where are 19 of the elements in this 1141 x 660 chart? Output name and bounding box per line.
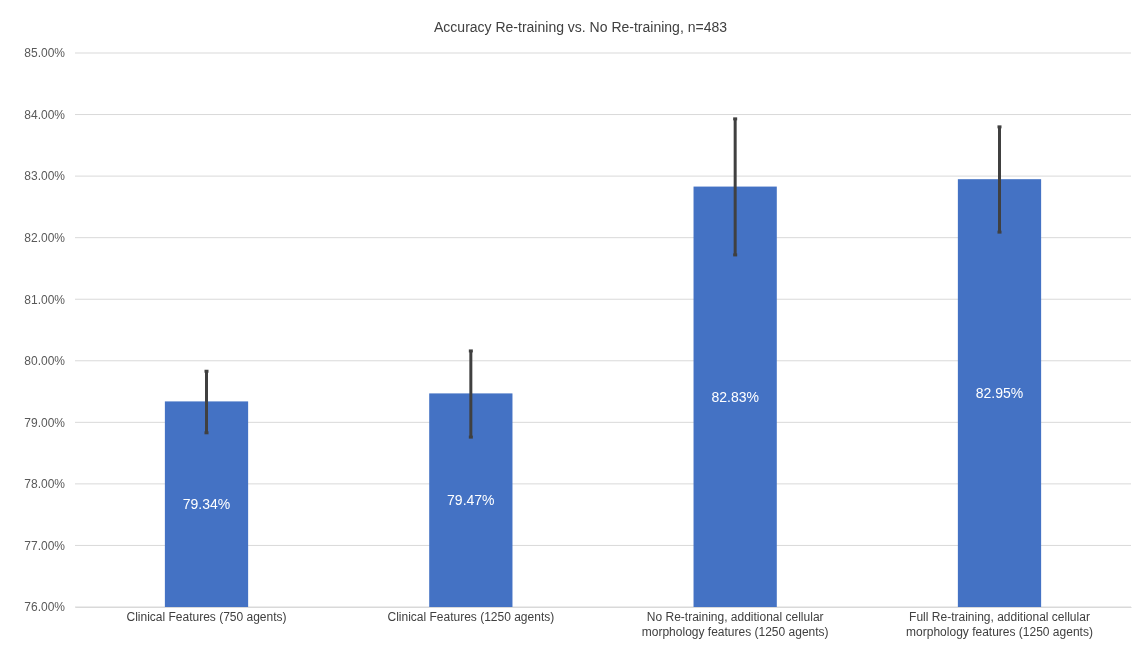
y-tick-label: 83.00% — [24, 169, 66, 184]
y-tick-label: 80.00% — [24, 354, 66, 369]
chart-title: Accuracy Re-training vs. No Re-training, n=483 — [434, 19, 728, 35]
data-label: 82.83% — [711, 388, 759, 405]
y-tick-label: 81.00% — [24, 292, 66, 307]
data-label: 82.95% — [975, 385, 1024, 402]
y-tick-label: 77.00% — [24, 538, 66, 553]
x-tick-label: Clinical Features (750 agents) — [126, 609, 287, 624]
y-tick-label: 85.00% — [24, 46, 66, 61]
y-tick-label: 78.00% — [24, 477, 66, 492]
x-tick-label: Full Re-training, additional cellular morphology features (1250 agents) — [906, 609, 1093, 639]
y-tick-label: 84.00% — [24, 107, 66, 122]
y-tick-label: 76.00% — [24, 600, 66, 615]
data-label: 79.34% — [182, 496, 231, 513]
x-tick-label: Clinical Features (1250 agents) — [387, 609, 555, 624]
y-tick-label: 79.00% — [24, 415, 66, 430]
data-label: 79.47% — [447, 492, 495, 509]
x-tick-label: No Re-training, additional cellular morphology features (1250 agents) — [641, 609, 829, 639]
y-tick-label: 82.00% — [24, 231, 66, 246]
